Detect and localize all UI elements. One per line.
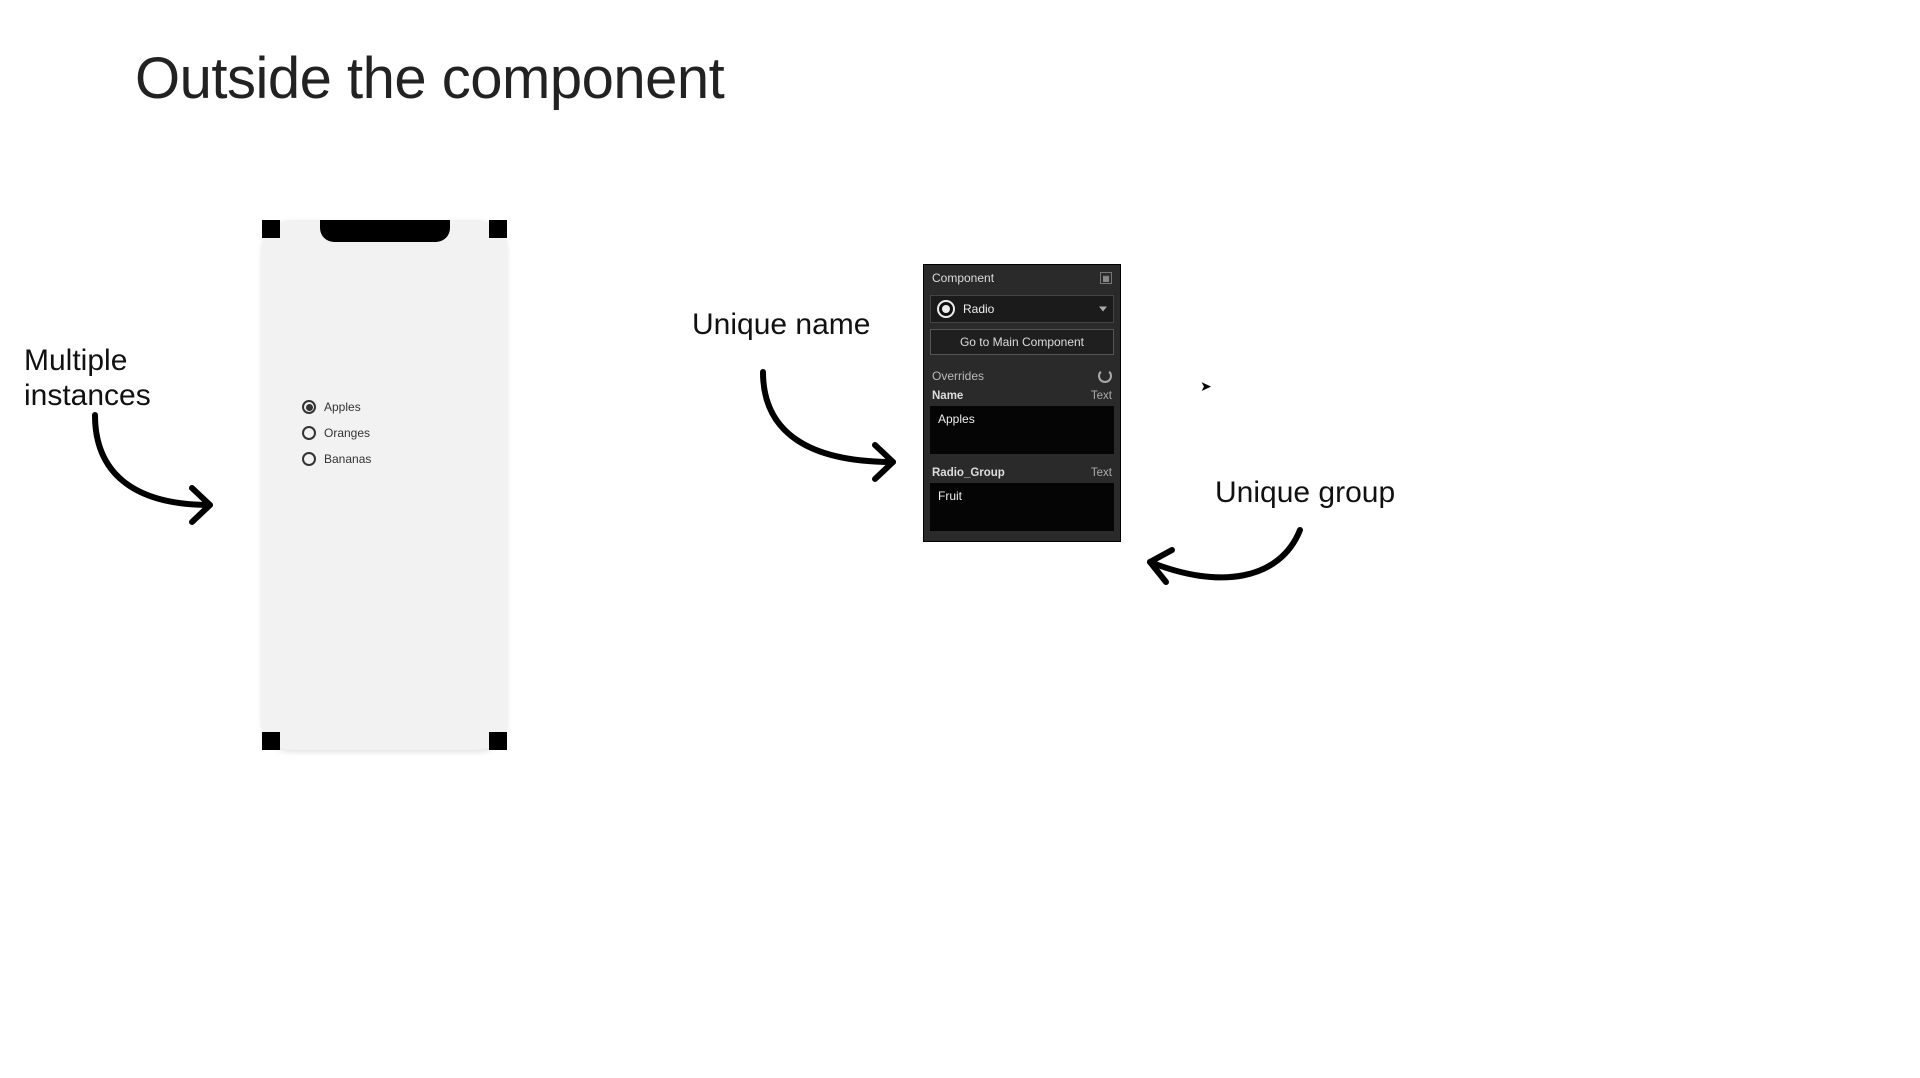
frame-corner — [262, 732, 280, 750]
override-value-name[interactable]: Apples — [930, 406, 1114, 454]
frame-corner — [489, 220, 507, 238]
radio-icon — [302, 452, 316, 466]
panel-menu-icon[interactable]: ▦ — [1100, 272, 1112, 284]
override-field-group-row: Radio_Group Text — [924, 464, 1120, 481]
page-title: Outside the component — [135, 45, 724, 112]
frame-corner — [262, 220, 280, 238]
radio-item-apples[interactable]: Apples — [302, 400, 371, 414]
radio-icon — [302, 400, 316, 414]
phone-notch — [320, 220, 450, 242]
override-value-group[interactable]: Fruit — [930, 483, 1114, 531]
radio-label: Oranges — [324, 426, 370, 440]
arrow-multiple-instances — [80, 410, 240, 540]
radio-label: Bananas — [324, 452, 371, 466]
annotation-multiple-instances: Multiple instances — [24, 344, 151, 413]
overrides-label: Overrides — [932, 369, 984, 383]
override-field-name: Name — [932, 390, 963, 402]
inspector-panel: Component ▦ Radio Go to Main Component O… — [923, 264, 1121, 542]
radio-item-oranges[interactable]: Oranges — [302, 426, 371, 440]
radio-item-bananas[interactable]: Bananas — [302, 452, 371, 466]
go-to-main-component-button[interactable]: Go to Main Component — [930, 329, 1114, 355]
radio-list: Apples Oranges Bananas — [302, 400, 371, 466]
phone-frame: Apples Oranges Bananas — [262, 220, 507, 750]
override-field-name-row: Name Text — [924, 387, 1120, 404]
arrow-unique-name — [748, 362, 918, 492]
radio-label: Apples — [324, 400, 361, 414]
annotation-unique-name: Unique name — [692, 308, 870, 343]
component-name: Radio — [963, 302, 994, 316]
radio-component-icon — [937, 300, 955, 318]
override-field-type: Text — [1091, 467, 1112, 479]
arrow-unique-group — [1130, 520, 1310, 610]
override-field-name: Radio_Group — [932, 467, 1005, 479]
chevron-down-icon — [1099, 307, 1107, 312]
override-field-type: Text — [1091, 390, 1112, 402]
annotation-unique-group: Unique group — [1215, 476, 1395, 511]
panel-header-label: Component — [932, 271, 994, 285]
component-select[interactable]: Radio — [930, 295, 1114, 323]
refresh-icon[interactable] — [1098, 369, 1112, 383]
mouse-cursor-icon: ➤ — [1200, 378, 1212, 395]
radio-icon — [302, 426, 316, 440]
frame-corner — [489, 732, 507, 750]
